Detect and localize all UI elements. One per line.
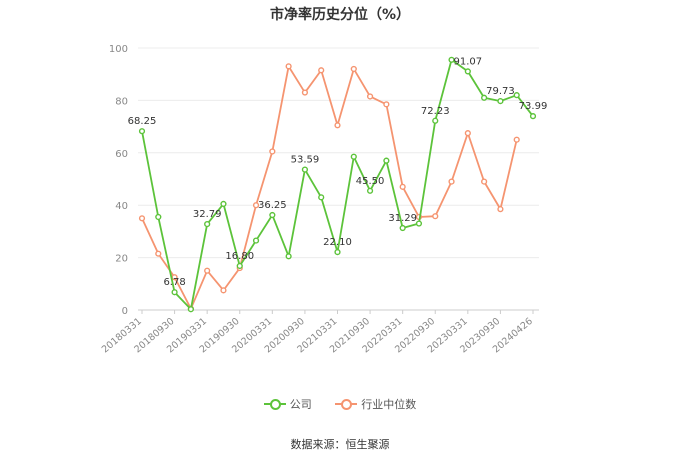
x-axis: 2018033120180930201903312019093020200331… — [100, 310, 535, 355]
data-point-company — [383, 157, 390, 164]
series-line-industry — [141, 65, 518, 310]
legend-swatch-industry — [335, 398, 358, 410]
data-point-company — [204, 220, 211, 228]
data-label: 79.73 — [486, 86, 515, 97]
data-point-industry — [285, 63, 292, 70]
y-tick-label: 100 — [109, 44, 128, 55]
data-label: 22.10 — [323, 237, 352, 248]
legend-item-company[interactable]: 公司 — [263, 396, 312, 412]
data-label: 53.59 — [291, 155, 320, 166]
data-point-company — [171, 289, 178, 296]
data-point-industry — [513, 136, 520, 143]
legend-label-industry: 行业中位数 — [361, 398, 417, 411]
data-point-company — [301, 166, 309, 173]
data-label: 31.29 — [388, 213, 417, 224]
grid-lines — [138, 47, 539, 311]
data-point-industry — [269, 148, 276, 155]
data-point-company — [318, 194, 325, 201]
data-label: 16.80 — [225, 251, 254, 262]
data-point-company — [285, 253, 292, 260]
data-point-industry — [138, 215, 146, 222]
series-line-company — [141, 58, 534, 311]
data-point-industry — [334, 122, 341, 129]
data-point-industry — [383, 101, 390, 108]
data-label: 45.50 — [356, 176, 385, 187]
data-point-industry — [204, 267, 211, 274]
data-point-company — [138, 128, 146, 135]
data-label: 32.79 — [193, 209, 222, 220]
data-point-company — [399, 224, 406, 232]
data-labels: 68.25 6.78 32.79 16.80 36.25 53.59 22.10 45.50 3… — [128, 56, 548, 288]
data-point-industry — [220, 287, 227, 294]
data-point-industry — [399, 183, 406, 190]
data-point-industry — [497, 206, 504, 213]
data-label: 68.25 — [128, 116, 157, 127]
data-point-industry — [366, 93, 374, 100]
data-point-company — [269, 211, 276, 219]
legend-label-company: 公司 — [289, 398, 312, 411]
data-point-industry — [301, 89, 309, 96]
data-label: 91.07 — [454, 56, 483, 67]
data-point-industry — [155, 250, 162, 257]
data-point-company — [350, 153, 357, 160]
data-label: 6.78 — [163, 277, 185, 288]
y-tick-label: 0 — [122, 306, 128, 317]
data-point-industry — [432, 213, 439, 220]
data-point-company — [513, 92, 520, 99]
data-point-company — [497, 98, 504, 105]
data-point-company — [220, 200, 227, 207]
data-point-company — [366, 187, 374, 194]
y-axis: 0 20 40 60 80 100 — [109, 44, 128, 317]
legend-item-industry[interactable]: 行业中位数 — [335, 396, 416, 412]
data-point-company — [481, 94, 488, 101]
data-label: 72.23 — [421, 106, 450, 117]
data-label: 73.99 — [519, 101, 548, 112]
data-point-company — [448, 56, 455, 63]
data-point-industry — [464, 130, 471, 137]
y-tick-label: 60 — [115, 149, 128, 160]
data-point-company — [415, 220, 423, 227]
data-point-industry — [448, 178, 455, 185]
chart-title: 市净率历史分位（%） — [269, 7, 411, 23]
data-point-company — [187, 306, 194, 313]
data-point-company — [236, 262, 243, 270]
data-point-industry — [318, 67, 325, 74]
y-tick-label: 80 — [115, 96, 128, 107]
data-point-industry — [252, 202, 260, 209]
y-tick-label: 40 — [115, 201, 128, 212]
series-layer — [138, 56, 537, 313]
data-point-company — [155, 213, 162, 221]
data-point-company — [464, 68, 471, 75]
y-tick-label: 20 — [115, 254, 128, 265]
data-point-company — [432, 117, 439, 124]
data-source-note: 数据来源：恒生聚源 — [290, 438, 390, 451]
data-point-industry — [350, 65, 357, 73]
data-point-company — [252, 237, 260, 244]
data-label: 36.25 — [258, 200, 287, 211]
data-point-company — [529, 113, 537, 120]
legend: 公司 行业中位数 — [0, 396, 680, 413]
legend-swatch-company — [263, 398, 286, 410]
data-point-industry — [481, 178, 488, 185]
data-point-company — [334, 248, 341, 256]
